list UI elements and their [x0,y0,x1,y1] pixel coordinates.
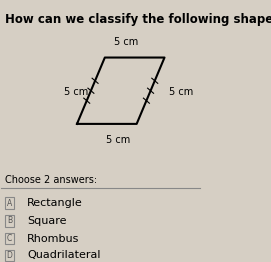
Text: Rhombus: Rhombus [27,234,80,244]
Text: 5 cm: 5 cm [106,135,130,145]
Text: B: B [7,216,12,225]
Text: C: C [7,234,12,243]
Text: 5 cm: 5 cm [64,87,88,97]
Text: 5 cm: 5 cm [114,37,138,47]
Text: Rectangle: Rectangle [27,198,83,208]
Text: Quadrilateral: Quadrilateral [27,250,101,260]
Text: D: D [7,251,12,260]
Text: 5 cm: 5 cm [169,87,194,97]
Text: Choose 2 answers:: Choose 2 answers: [5,175,98,185]
Text: How can we classify the following shape?: How can we classify the following shape? [5,13,271,26]
Text: Square: Square [27,216,67,226]
Text: A: A [7,199,12,208]
